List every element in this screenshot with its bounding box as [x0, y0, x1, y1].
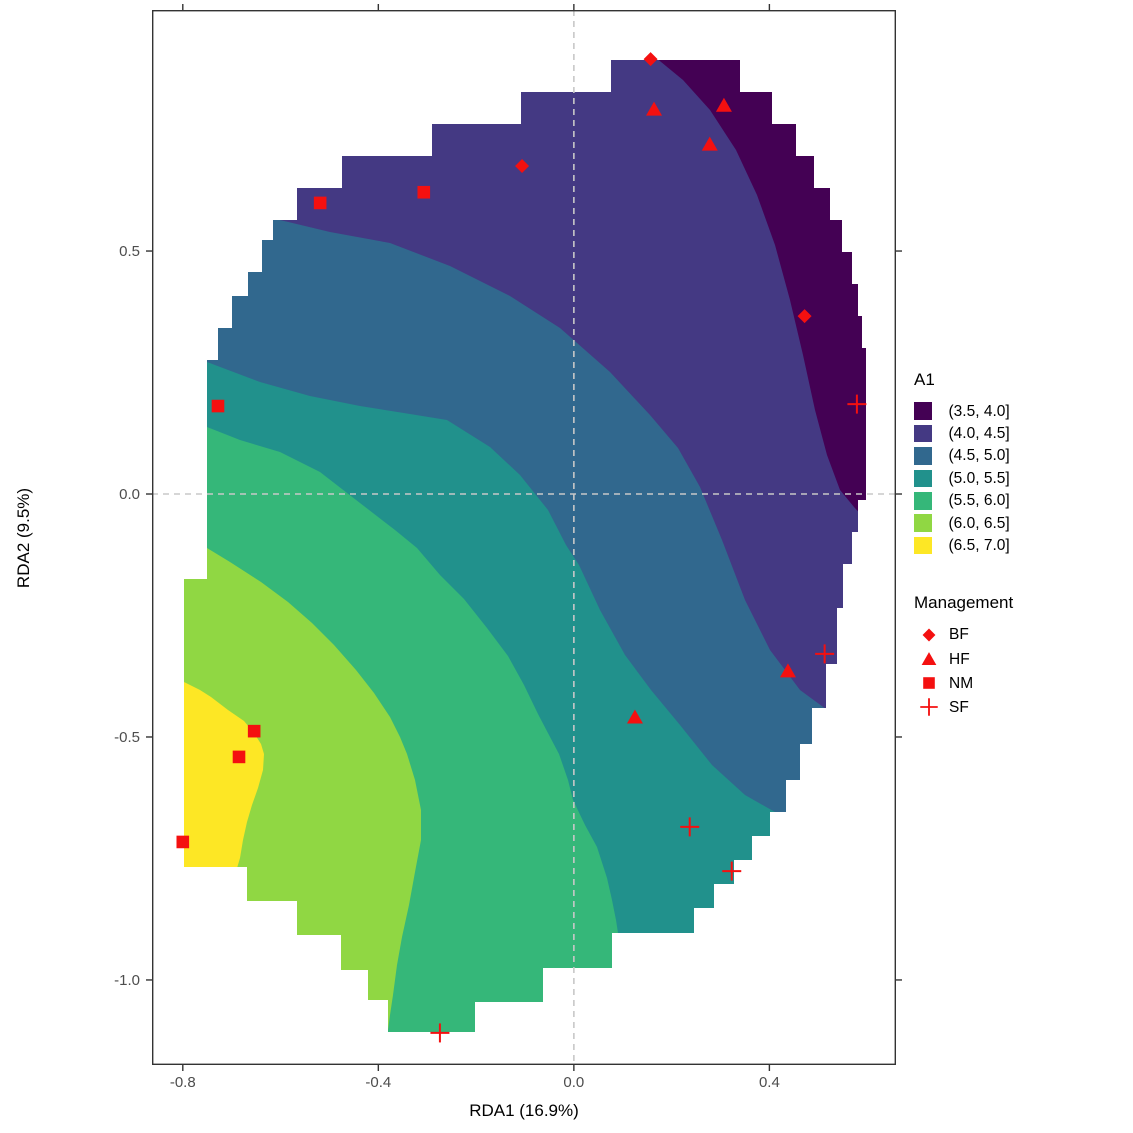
- legend-swatch-icon: [914, 536, 932, 555]
- square-point-icon: [313, 196, 327, 210]
- shape-legend-title: Management: [914, 592, 1014, 612]
- fill-legend-key-label: (5.5, 6.0]: [948, 492, 1010, 510]
- triangle-point-icon: [779, 663, 796, 678]
- diamond-legend-icon: [914, 623, 944, 647]
- square-point-icon: [923, 677, 935, 689]
- series-BF: [515, 52, 812, 324]
- x-tick-label: -0.8: [169, 1074, 196, 1091]
- legend-swatch-icon: [914, 492, 932, 510]
- diamond-point-icon: [922, 628, 936, 642]
- fill-legend-key-(3.5, 4.0]: (3.5, 4.0]: [914, 400, 1129, 422]
- y-tick-label: -1.0: [114, 971, 140, 989]
- triangle-point-icon: [626, 709, 643, 724]
- plus-point-icon: [847, 394, 867, 414]
- fill-legend-key-(5.5, 6.0]: (5.5, 6.0]: [914, 490, 1129, 512]
- plus-point-icon: [920, 698, 938, 717]
- triangle-point-icon: [715, 97, 732, 112]
- series-HF: [626, 97, 796, 724]
- shape-legend-key-HF: HF: [914, 647, 1129, 671]
- shape-legend-key-NM: NM: [914, 671, 1129, 695]
- fill-legend-key-(4.5, 5.0]: (4.5, 5.0]: [914, 445, 1129, 467]
- triangle-legend-icon: [914, 647, 944, 671]
- x-tick-label: -0.4: [365, 1074, 392, 1091]
- square-point-icon: [232, 750, 246, 764]
- shape-legend-key-label: HF: [949, 650, 970, 668]
- fill-legend-key-(6.5, 7.0]: (6.5, 7.0]: [914, 534, 1129, 556]
- series-SF: [430, 394, 867, 1043]
- fill-legend-key-label: (4.5, 5.0]: [948, 447, 1010, 465]
- series-NM: [176, 185, 431, 849]
- square-point-icon: [176, 835, 190, 849]
- fill-legend-key-label: (5.0, 5.5]: [948, 469, 1010, 487]
- x-tick-label: 0.4: [758, 1074, 780, 1091]
- plus-point-icon: [680, 817, 700, 837]
- legend: A1 (3.5, 4.0] (4.0, 4.5] (4.5, 5.0] (5.0, 5…: [914, 370, 1129, 719]
- shape-legend-key-label: NM: [949, 674, 974, 692]
- fill-legend-title: A1: [914, 370, 935, 389]
- x-tick-label: 0.0: [563, 1074, 585, 1091]
- fill-legend-key-label: (6.0, 6.5]: [948, 514, 1010, 532]
- shape-legend-key-label: BF: [949, 626, 969, 644]
- square-point-icon: [211, 399, 225, 413]
- triangle-point-icon: [921, 652, 937, 665]
- fill-legend-key-label: (3.5, 4.0]: [948, 402, 1010, 420]
- shape-legend-key-BF: BF: [914, 623, 1129, 647]
- contour-band-(6.5, 7.0]: [184, 682, 264, 1032]
- legend-swatch-icon: [914, 424, 932, 443]
- plus-point-icon: [430, 1023, 450, 1043]
- x-axis-title: RDA1 (16.9%): [469, 1101, 579, 1120]
- axis-ticks: [146, 4, 902, 1071]
- zero-reference-lines: [152, 10, 896, 1065]
- fill-legend-key-(6.0, 6.5]: (6.0, 6.5]: [914, 512, 1129, 534]
- square-point-icon: [417, 185, 431, 199]
- triangle-point-icon: [701, 136, 718, 151]
- legend-swatch-icon: [914, 402, 932, 420]
- legend-swatch-icon: [914, 447, 932, 465]
- plot-panel: [146, 4, 902, 1071]
- legend-swatch-icon: [914, 514, 932, 532]
- shape-legend-key-label: SF: [949, 698, 969, 716]
- panel-border: [151, 9, 896, 1065]
- triangle-point-icon: [646, 101, 663, 116]
- diamond-point-icon: [515, 158, 530, 173]
- fill-legend-key-label: (6.5, 7.0]: [948, 537, 1010, 555]
- square-legend-icon: [914, 671, 944, 695]
- legend-swatch-icon: [914, 469, 932, 488]
- fill-legend-key-label: (4.0, 4.5]: [948, 425, 1010, 443]
- shape-legend-keys: BF HF NM SF: [914, 623, 1129, 720]
- plus-point-icon: [815, 644, 835, 664]
- fill-legend-key-(4.0, 4.5]: (4.0, 4.5]: [914, 422, 1129, 444]
- fill-legend-keys: (3.5, 4.0] (4.0, 4.5] (4.5, 5.0] (5.0, 5.5]…: [914, 400, 1129, 557]
- diamond-point-icon: [643, 52, 658, 67]
- y-tick-label: -0.5: [114, 728, 140, 746]
- fill-legend-key-(5.0, 5.5]: (5.0, 5.5]: [914, 467, 1129, 489]
- diamond-point-icon: [797, 309, 812, 324]
- contour-surface: [184, 60, 866, 1032]
- plus-point-icon: [722, 861, 742, 881]
- y-tick-label: 0.0: [119, 486, 140, 503]
- plus-legend-icon: [914, 695, 944, 719]
- y-tick-label: 0.5: [119, 243, 140, 261]
- shape-legend-key-SF: SF: [914, 695, 1129, 719]
- y-axis-title: RDA2 (9.5%): [14, 487, 33, 589]
- square-point-icon: [247, 724, 261, 738]
